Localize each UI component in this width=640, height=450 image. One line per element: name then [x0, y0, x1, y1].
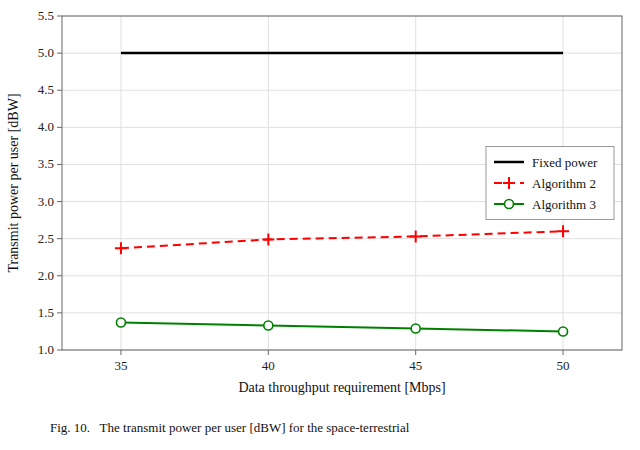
grid-line — [62, 90, 622, 91]
x-axis-title: Data throughput requirement [Mbps] — [238, 380, 445, 395]
x-tick — [268, 350, 269, 355]
y-tick-label: 3.0 — [38, 194, 54, 209]
x-tick-label: 35 — [114, 358, 127, 373]
grid-line — [120, 16, 121, 350]
y-tick — [57, 90, 62, 91]
series-marker — [115, 242, 127, 254]
y-tick — [57, 53, 62, 54]
y-tick — [57, 238, 62, 239]
legend-swatch-marker — [505, 200, 514, 209]
x-tick-label: 50 — [557, 358, 570, 373]
series-marker — [262, 233, 274, 245]
y-axis-title: Transmit power per user [dBW] — [6, 93, 21, 272]
y-tick-label: 2.0 — [38, 268, 54, 283]
y-tick — [57, 201, 62, 202]
grid — [62, 16, 622, 350]
x-tick — [563, 350, 564, 355]
series-marker — [264, 321, 273, 330]
y-tick-label: 4.5 — [38, 82, 54, 97]
y-tick — [57, 275, 62, 276]
y-tick-label: 1.5 — [38, 305, 54, 320]
x-tick-label: 40 — [262, 358, 275, 373]
y-tick — [57, 312, 62, 313]
x-tick — [120, 350, 121, 355]
grid-line — [62, 53, 622, 54]
y-tick-label: 2.5 — [38, 231, 54, 246]
y-tick — [57, 127, 62, 128]
series-marker — [116, 318, 125, 327]
series-marker — [557, 225, 569, 237]
series-line — [121, 323, 563, 332]
x-tick — [415, 350, 416, 355]
series-marker — [411, 324, 420, 333]
y-tick — [57, 16, 62, 17]
caption: Fig. 10. The transmit power per user [dB… — [50, 420, 410, 435]
grid-line — [62, 312, 622, 313]
y-tick-label: 5.5 — [38, 8, 54, 23]
legend-label: Algorithm 2 — [532, 176, 596, 191]
legend-label: Fixed power — [532, 155, 598, 170]
chart-container: 35 40 45 50 1.0 1.5 2.0 2.5 3.0 3.5 4.0 4.5 5.0 5.5 Da… — [0, 0, 640, 450]
grid-line — [415, 16, 416, 350]
y-tick-label: 5.0 — [38, 45, 54, 60]
legend: Fixed power Algorithm 2 Algorithm 3 — [486, 147, 614, 220]
y-tick-label: 3.5 — [38, 156, 54, 171]
y-tick — [57, 350, 62, 351]
y-tick — [57, 164, 62, 165]
series — [121, 53, 563, 54]
chart: 35 40 45 50 1.0 1.5 2.0 2.5 3.0 3.5 4.0 4.5 5.0 5.5 Da… — [0, 0, 640, 450]
grid-line — [62, 127, 622, 128]
series — [116, 318, 567, 336]
grid-line — [62, 275, 622, 276]
plot-frame — [62, 16, 622, 350]
legend-label: Algorithm 3 — [532, 197, 596, 212]
y-tick-label: 4.0 — [38, 119, 54, 134]
series-marker — [559, 327, 568, 336]
grid-line — [268, 16, 269, 350]
series-line — [121, 52, 563, 55]
x-tick-label: 45 — [409, 358, 422, 373]
series-line — [121, 231, 563, 248]
legend-box — [486, 147, 614, 220]
series — [115, 225, 569, 254]
legend-swatch — [494, 161, 524, 164]
series-marker — [410, 230, 422, 242]
legend-swatch-marker — [503, 177, 515, 189]
y-tick-label: 1.0 — [38, 342, 54, 357]
